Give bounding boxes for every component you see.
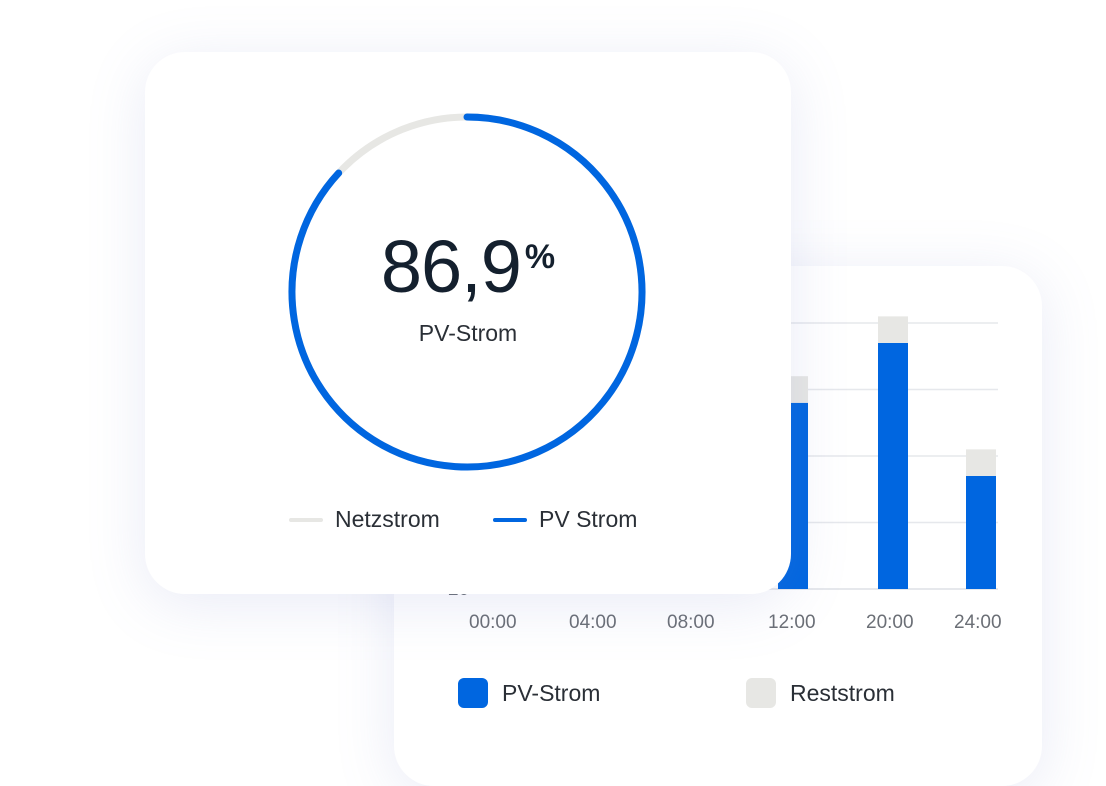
legend-item-netzstrom: Netzstrom bbox=[289, 506, 440, 533]
pv-strom-line-swatch bbox=[493, 517, 527, 522]
pv-strom-swatch bbox=[458, 678, 488, 708]
legend-label: Reststrom bbox=[790, 679, 895, 706]
x-axis-tick-label: 12:00 bbox=[768, 612, 816, 633]
reststrom-swatch bbox=[746, 678, 776, 708]
bar-pv-strom-2400 bbox=[966, 475, 996, 589]
x-axis-tick-label: 04:00 bbox=[569, 612, 617, 633]
donut-caption-row: PV-Strom bbox=[145, 320, 791, 347]
pv-share-value: 86,9 bbox=[380, 225, 522, 308]
percent-sign: % bbox=[524, 238, 556, 276]
x-axis-tick-label: 24:00 bbox=[954, 612, 1002, 633]
legend-label: PV Strom bbox=[539, 506, 638, 532]
pv-share-donut-chart bbox=[288, 113, 646, 471]
x-axis-tick-label: 08:00 bbox=[667, 612, 715, 633]
x-axis-tick-label: 20:00 bbox=[866, 612, 914, 633]
pv-share-donut-card: 86,9 % PV-Strom Netzstrom PV Strom bbox=[145, 52, 791, 594]
donut-caption: PV-Strom bbox=[418, 320, 518, 346]
bar-pv-strom-2000 bbox=[878, 342, 908, 589]
pv-strom-ring-segment bbox=[288, 113, 646, 471]
legend-label: Netzstrom bbox=[335, 506, 440, 532]
legend-item-reststrom: Reststrom bbox=[746, 678, 895, 708]
legend-item-pv-strom: PV-Strom bbox=[458, 678, 600, 708]
legend-label: PV-Strom bbox=[502, 679, 601, 706]
netzstrom-line-swatch bbox=[289, 517, 323, 522]
legend-item-pv-strom: PV Strom bbox=[493, 506, 637, 533]
bar-reststrom-2400 bbox=[966, 449, 996, 476]
x-axis-tick-label: 00:00 bbox=[469, 612, 517, 633]
donut-center-value: 86,9 % bbox=[145, 230, 791, 304]
bar-reststrom-2000 bbox=[878, 316, 908, 343]
